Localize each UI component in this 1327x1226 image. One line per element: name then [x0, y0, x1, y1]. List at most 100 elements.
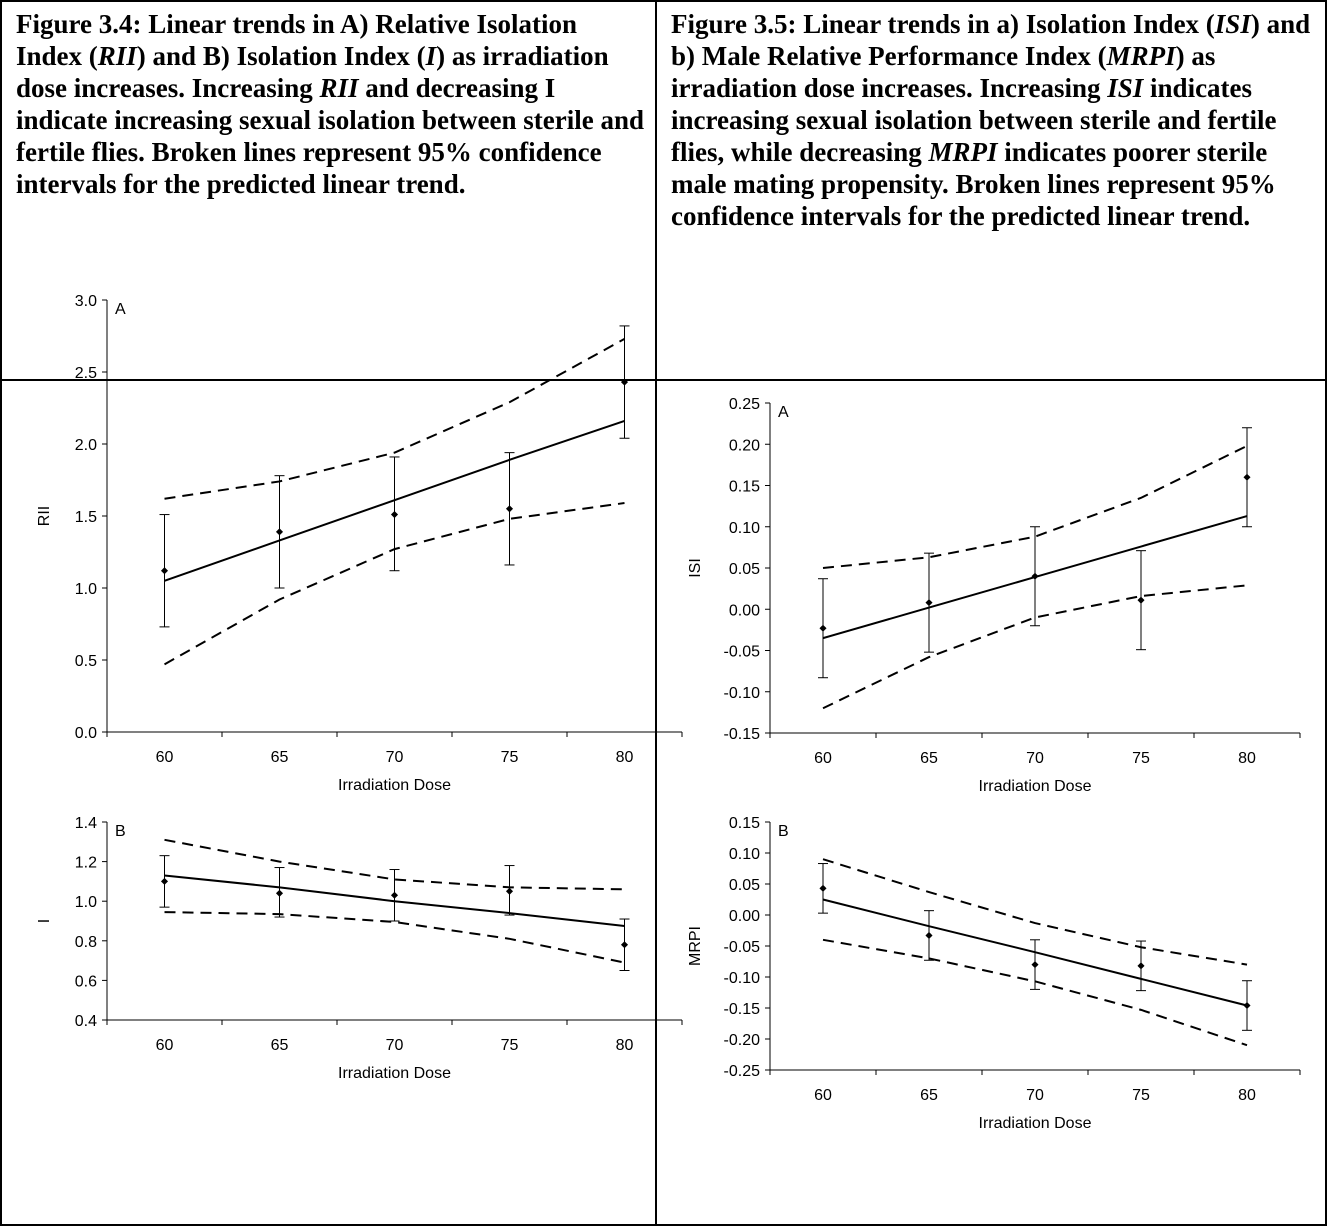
- ci-upper-line: [822, 445, 1248, 569]
- data-point: [390, 511, 399, 519]
- caption-text: ) and B) Isolation Index (: [136, 41, 426, 71]
- y-axis-title: MRPI: [687, 926, 704, 966]
- y-tick-label: 0.00: [729, 602, 760, 619]
- y-tick-label: 0.8: [75, 934, 97, 951]
- y-tick-label: -0.10: [724, 685, 761, 702]
- caption-text: Figure 3.4: Linear trends in A) Relative…: [16, 9, 578, 71]
- caption-italic-term: RII: [319, 73, 359, 103]
- y-axis-title: I: [36, 919, 53, 923]
- x-tick-label: 75: [1132, 750, 1150, 767]
- data-point: [1137, 962, 1145, 970]
- ci-upper-line: [164, 338, 625, 500]
- panel-label: A: [115, 301, 126, 318]
- data-point: [390, 891, 399, 899]
- data-point: [160, 877, 169, 885]
- y-tick-label: 0.05: [729, 877, 760, 894]
- y-tick-label: 0.4: [75, 1013, 97, 1030]
- y-tick-label: 0.15: [729, 815, 760, 832]
- x-tick-label: 75: [1132, 1087, 1150, 1104]
- x-tick-label: 70: [1026, 750, 1044, 767]
- panel-label: B: [115, 823, 126, 840]
- x-tick-label: 60: [814, 1087, 832, 1104]
- x-tick-label: 70: [386, 1037, 404, 1054]
- ci-upper-line: [822, 858, 1248, 966]
- y-axis-title: ISI: [687, 558, 704, 578]
- y-tick-label: 1.5: [75, 509, 97, 526]
- x-axis-title: Irradiation Dose: [979, 1115, 1092, 1132]
- x-tick-label: 60: [156, 749, 174, 766]
- x-tick-label: 60: [156, 1037, 174, 1054]
- y-tick-label: -0.10: [724, 970, 761, 987]
- x-axis-title: Irradiation Dose: [979, 778, 1092, 795]
- caption-italic-term: I: [425, 41, 437, 71]
- x-tick-label: 80: [1238, 750, 1256, 767]
- data-point: [925, 599, 933, 607]
- y-tick-label: 0.25: [729, 396, 760, 413]
- data-point: [620, 941, 629, 949]
- data-point: [505, 887, 514, 895]
- x-tick-label: 80: [1238, 1087, 1256, 1104]
- caption-text: ) as irradiation dose increases. Increas…: [671, 41, 1216, 103]
- data-point: [1243, 1001, 1251, 1010]
- panel-label: A: [778, 404, 789, 421]
- data-point: [505, 505, 514, 513]
- data-point: [819, 624, 827, 632]
- y-axis-title: RII: [36, 506, 53, 526]
- x-tick-label: 75: [501, 1037, 519, 1054]
- y-tick-label: -0.15: [724, 726, 761, 743]
- y-tick-label: -0.20: [724, 1032, 761, 1049]
- x-tick-label: 60: [814, 750, 832, 767]
- y-tick-label: 0.20: [729, 437, 760, 454]
- ci-upper-line: [164, 838, 625, 891]
- figure-caption-3-4: Figure 3.4: Linear trends in A) Relative…: [2, 2, 655, 200]
- y-tick-label: -0.05: [724, 644, 761, 661]
- caption-italic-term: RII: [97, 41, 137, 71]
- y-tick-label: 0.6: [75, 973, 97, 990]
- caption-italic-term: MRPI: [1106, 41, 1176, 71]
- data-point: [275, 528, 284, 536]
- figure-caption-3-5: Figure 3.5: Linear trends in a) Isolatio…: [657, 2, 1325, 232]
- x-tick-label: 65: [920, 750, 938, 767]
- caption-italic-term: MRPI: [928, 137, 998, 167]
- data-point: [275, 889, 284, 897]
- ci-lower-line: [822, 584, 1248, 710]
- y-tick-label: 0.00: [729, 908, 760, 925]
- caption-cell-right: Figure 3.5: Linear trends in a) Isolatio…: [655, 0, 1327, 381]
- data-point: [160, 567, 169, 575]
- panel-label: B: [778, 823, 789, 840]
- x-tick-label: 65: [271, 749, 289, 766]
- caption-italic-term: ISI: [1107, 73, 1144, 103]
- y-tick-label: 0.10: [729, 846, 760, 863]
- caption-text: indicates increasing sexual isolation be…: [671, 73, 1277, 167]
- y-tick-label: -0.15: [724, 1001, 761, 1018]
- y-tick-label: 0.10: [729, 520, 760, 537]
- x-tick-label: 80: [616, 749, 634, 766]
- x-tick-label: 70: [1026, 1087, 1044, 1104]
- caption-text: indicates poorer sterile male mating pro…: [671, 137, 1276, 231]
- caption-italic-term: ISI: [1214, 9, 1251, 39]
- y-tick-label: 1.2: [75, 855, 97, 872]
- x-tick-label: 75: [501, 749, 519, 766]
- ci-lower-line: [164, 911, 625, 964]
- caption-cell-left: Figure 3.4: Linear trends in A) Relative…: [0, 0, 657, 381]
- y-tick-label: 2.5: [75, 365, 97, 382]
- data-point: [620, 378, 629, 386]
- y-tick-label: 0.05: [729, 561, 760, 578]
- y-tick-label: 2.0: [75, 437, 97, 454]
- y-tick-label: 1.4: [75, 815, 97, 832]
- caption-text: Figure 3.5: Linear trends in a) Isolatio…: [671, 9, 1215, 39]
- x-axis-title: Irradiation Dose: [338, 777, 451, 794]
- y-tick-label: 0.0: [75, 725, 97, 742]
- y-tick-label: 3.0: [75, 293, 97, 310]
- x-tick-label: 80: [616, 1037, 634, 1054]
- y-tick-label: 1.0: [75, 894, 97, 911]
- y-tick-label: 1.0: [75, 581, 97, 598]
- x-tick-label: 70: [386, 749, 404, 766]
- x-tick-label: 65: [920, 1087, 938, 1104]
- chart-cell-right: [655, 379, 1327, 1226]
- y-tick-label: 0.5: [75, 653, 97, 670]
